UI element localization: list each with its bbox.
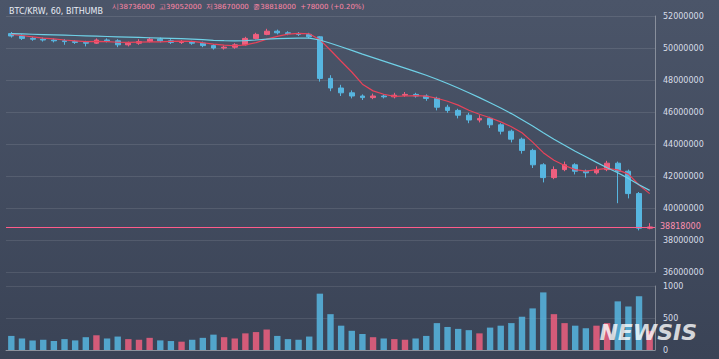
svg-text:BTC/KRW, 60, BITHUMB: BTC/KRW, 60, BITHUMB <box>9 7 103 16</box>
svg-text:NEWSIS: NEWSIS <box>599 320 697 345</box>
svg-text:시38736000 고39052000 저3867000: 시38736000 고39052000 저38670000 종38818000 … <box>112 3 365 11</box>
svg-text:52000000: 52000000 <box>663 12 704 21</box>
svg-text:36000000: 36000000 <box>663 268 704 277</box>
svg-text:500: 500 <box>663 313 679 323</box>
svg-text:38818000: 38818000 <box>660 222 701 231</box>
svg-text:38000000: 38000000 <box>663 236 704 245</box>
svg-text:1000: 1000 <box>663 282 683 291</box>
svg-text:46000000: 46000000 <box>663 108 704 117</box>
svg-text:48000000: 48000000 <box>663 76 704 85</box>
svg-text:40000000: 40000000 <box>663 204 704 213</box>
svg-text:50000000: 50000000 <box>663 44 704 53</box>
svg-text:0: 0 <box>663 346 668 355</box>
svg-text:44000000: 44000000 <box>663 140 704 149</box>
svg-text:42000000: 42000000 <box>663 172 704 181</box>
